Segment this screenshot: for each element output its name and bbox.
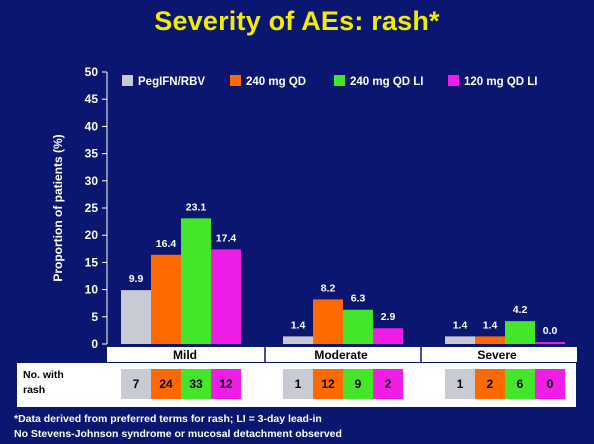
bar xyxy=(283,336,313,344)
counts-cell: 24 xyxy=(151,369,181,399)
counts-cell: 1 xyxy=(445,369,475,399)
counts-table: No. with rash 7 24 33 12 1 12 9 2 1 2 6 0 xyxy=(17,363,576,407)
counts-cell: 2 xyxy=(373,369,403,399)
bar xyxy=(505,321,535,344)
data-label: 0.0 xyxy=(543,325,558,337)
counts-cell: 7 xyxy=(121,369,151,399)
legend-swatch xyxy=(334,75,345,86)
bar xyxy=(211,249,241,344)
y-tick-label: 20 xyxy=(85,228,99,242)
category-band xyxy=(107,347,577,362)
y-tick-label: 40 xyxy=(85,119,99,133)
category-label: Severe xyxy=(477,348,517,362)
y-tick-label: 30 xyxy=(85,174,99,188)
legend-swatch xyxy=(230,75,241,86)
slide-title: Severity of AEs: rash* xyxy=(154,6,440,36)
data-label: 4.2 xyxy=(513,304,528,316)
y-axis-label: Proportion of patients (%) xyxy=(51,134,65,281)
bar xyxy=(151,254,181,344)
y-tick-label: 5 xyxy=(91,310,98,324)
data-label: 23.1 xyxy=(186,201,207,213)
data-label: 8.2 xyxy=(321,282,336,294)
counts-cell: 1 xyxy=(283,369,313,399)
footnote-safety: No Stevens-Johnson syndrome or mucosal d… xyxy=(14,428,342,440)
data-label: 17.4 xyxy=(216,232,237,244)
data-label: 1.4 xyxy=(291,319,306,331)
counts-table-label: No. with rash xyxy=(23,369,64,396)
category-label: Moderate xyxy=(314,348,368,362)
data-label: 1.4 xyxy=(483,319,498,331)
data-label: 1.4 xyxy=(453,319,468,331)
bar xyxy=(121,290,151,344)
bar xyxy=(373,328,403,344)
bar xyxy=(313,299,343,344)
data-label: 9.9 xyxy=(129,273,144,285)
counts-cell: 6 xyxy=(505,369,535,399)
y-tick-label: 50 xyxy=(85,65,99,79)
counts-cell: 0 xyxy=(535,369,565,399)
y-tick-label: 45 xyxy=(85,92,99,106)
legend-label: 240 mg QD xyxy=(246,76,306,88)
legend-label: PegIFN/RBV xyxy=(138,76,205,88)
counts-cell: 9 xyxy=(343,369,373,399)
legend-swatch xyxy=(122,75,133,86)
y-tick-label: 35 xyxy=(85,147,99,161)
bar xyxy=(475,336,505,344)
footnote-definition: *Data derived from preferred terms for r… xyxy=(14,413,322,425)
y-tick-label: 25 xyxy=(85,201,99,215)
legend-label: 240 mg QD LI xyxy=(350,76,424,88)
y-tick-label: 15 xyxy=(85,255,99,269)
bar xyxy=(445,336,475,344)
bar xyxy=(343,309,373,344)
bar xyxy=(535,342,565,344)
counts-cell: 2 xyxy=(475,369,505,399)
legend-swatch xyxy=(448,75,459,86)
legend-label: 120 mg QD LI xyxy=(464,76,538,88)
counts-cell: 12 xyxy=(313,369,343,399)
data-label: 2.9 xyxy=(381,311,396,323)
y-tick-label: 10 xyxy=(85,283,99,297)
category-label: Mild xyxy=(173,348,197,362)
data-label: 16.4 xyxy=(156,238,177,250)
counts-cell: 12 xyxy=(211,369,241,399)
counts-cell: 33 xyxy=(181,369,211,399)
bar xyxy=(181,218,211,344)
y-tick-label: 0 xyxy=(91,337,98,351)
data-label: 6.3 xyxy=(351,293,366,305)
